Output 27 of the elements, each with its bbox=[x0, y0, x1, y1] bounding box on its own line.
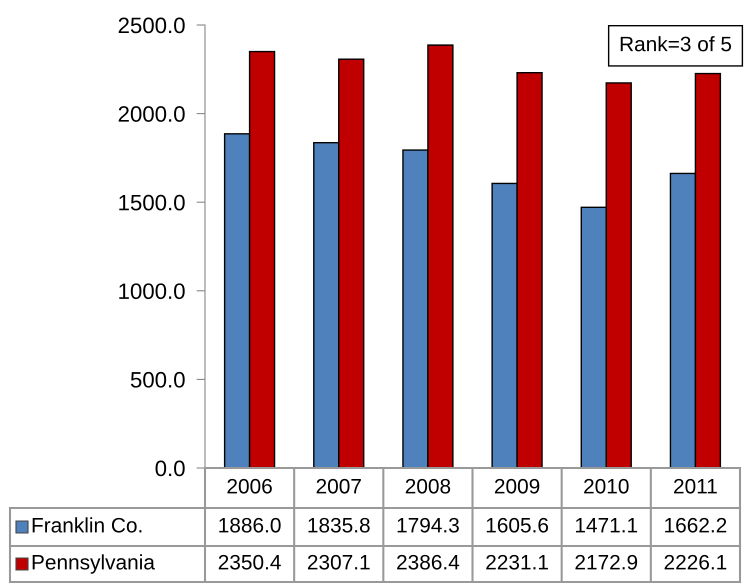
data-label: 2307.1 bbox=[308, 554, 370, 570]
data-label: 1886.0 bbox=[219, 518, 281, 533]
x-tick-label: 2008 bbox=[406, 478, 450, 494]
x-tick-label: 2006 bbox=[227, 478, 272, 494]
x-tick-label: 2007 bbox=[316, 478, 361, 494]
data-label: 1794.3 bbox=[398, 518, 459, 533]
data-label: 1662.2 bbox=[665, 518, 726, 533]
legend-label: Pennsylvania bbox=[32, 554, 155, 574]
y-tick-label: 2000.0 bbox=[118, 106, 185, 122]
y-tick-label: 500.0 bbox=[130, 372, 185, 388]
data-label: 1605.6 bbox=[486, 518, 548, 533]
data-label: 1471.1 bbox=[576, 518, 638, 532]
annotation: Rank=3 of 5 bbox=[620, 36, 732, 52]
data-label: 2386.4 bbox=[397, 554, 460, 570]
data-label: 2172.9 bbox=[575, 554, 638, 570]
x-tick-label: 2011 bbox=[674, 478, 717, 494]
y-tick-label: 1000.0 bbox=[119, 283, 185, 300]
data-label: 2231.1 bbox=[486, 554, 548, 570]
data-label: 2350.4 bbox=[218, 554, 281, 570]
legend-label: Franklin Co. bbox=[32, 517, 142, 533]
data-label: 2226.1 bbox=[664, 554, 726, 570]
x-tick-label: 2009 bbox=[494, 478, 540, 494]
data-label: 1835.8 bbox=[308, 518, 370, 533]
y-tick-label: 1500.0 bbox=[119, 194, 185, 210]
x-tick-label: 2010 bbox=[584, 478, 629, 494]
y-tick-label: 2500.0 bbox=[118, 18, 185, 34]
y-tick-label: 0.0 bbox=[156, 460, 185, 476]
